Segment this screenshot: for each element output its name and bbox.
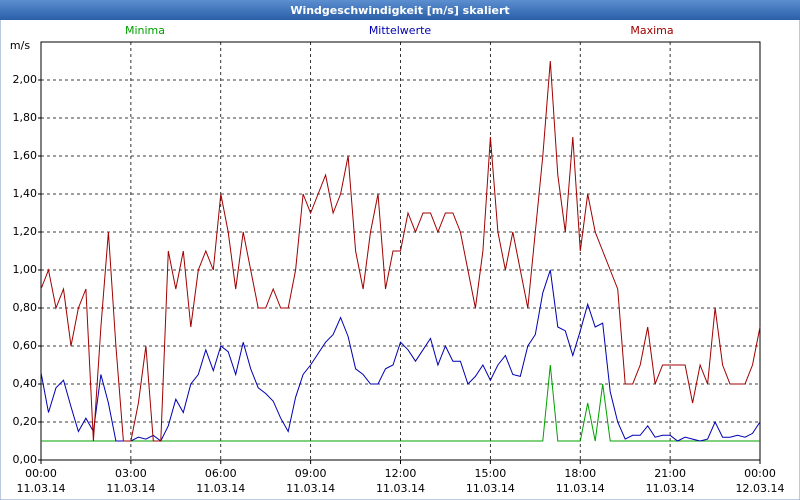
legend-label: Maxima: [630, 24, 673, 37]
y-tick-label: 0,80: [13, 301, 38, 314]
x-tick-date: 11.03.14: [196, 482, 245, 495]
x-tick-label: 00:00: [744, 467, 776, 480]
x-tick-date: 11.03.14: [106, 482, 155, 495]
y-tick-label: 1,60: [13, 149, 38, 162]
x-tick-label: 21:00: [654, 467, 686, 480]
y-tick-label: 1,00: [13, 263, 38, 276]
x-tick-label: 18:00: [564, 467, 596, 480]
x-tick-date: 12.03.14: [736, 482, 785, 495]
x-tick-date: 11.03.14: [556, 482, 605, 495]
x-tick-label: 06:00: [205, 467, 237, 480]
y-tick-label: 0,00: [13, 453, 38, 466]
x-tick-date: 11.03.14: [646, 482, 695, 495]
x-tick-date: 11.03.14: [466, 482, 515, 495]
title-bar: [0, 0, 800, 20]
x-tick-date: 11.03.14: [286, 482, 335, 495]
x-tick-label: 12:00: [385, 467, 417, 480]
y-tick-label: 0,40: [13, 377, 38, 390]
y-tick-label: 0,20: [13, 415, 38, 428]
legend-label: Minima: [125, 24, 165, 37]
y-tick-label: 1,40: [13, 187, 38, 200]
y-tick-label: 2,00: [13, 73, 38, 86]
y-tick-label: 1,20: [13, 225, 38, 238]
x-tick-date: 11.03.14: [376, 482, 425, 495]
x-tick-label: 15:00: [475, 467, 507, 480]
x-tick-label: 09:00: [295, 467, 327, 480]
x-tick-date: 11.03.14: [17, 482, 66, 495]
legend-label: Mittelwerte: [369, 24, 432, 37]
x-tick-label: 03:00: [115, 467, 147, 480]
y-axis-label: m/s: [10, 39, 30, 52]
y-tick-label: 1,80: [13, 111, 38, 124]
x-tick-label: 00:00: [25, 467, 57, 480]
chart-title: Windgeschwindigkeit [m/s] skaliert: [290, 4, 509, 17]
series-line: [40, 60, 761, 442]
y-tick-label: 0,60: [13, 339, 38, 352]
